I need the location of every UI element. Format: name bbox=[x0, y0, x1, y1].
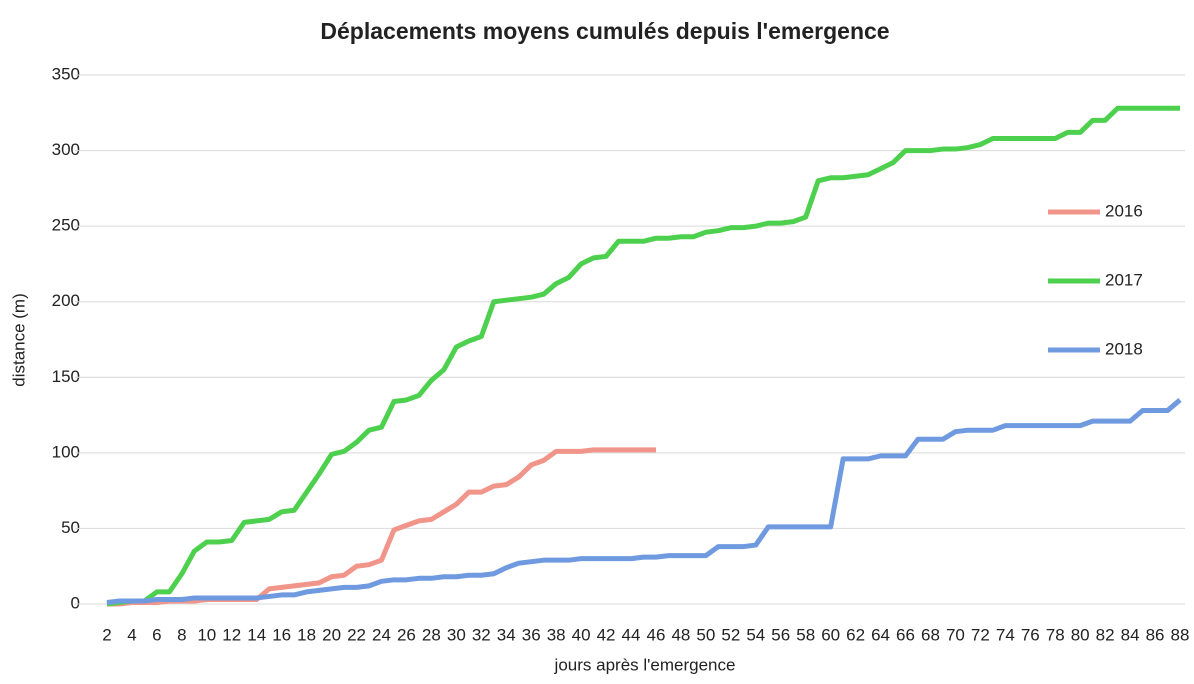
x-tick-label: 4 bbox=[127, 625, 136, 644]
y-tick-label: 300 bbox=[52, 140, 80, 159]
x-tick-label: 84 bbox=[1121, 625, 1140, 644]
y-tick-label: 150 bbox=[52, 367, 80, 386]
x-tick-label: 18 bbox=[297, 625, 316, 644]
x-tick-label: 86 bbox=[1146, 625, 1165, 644]
x-tick-label: 12 bbox=[222, 625, 241, 644]
x-tick-label: 52 bbox=[721, 625, 740, 644]
x-tick-label: 8 bbox=[177, 625, 186, 644]
legend-label: 2018 bbox=[1105, 339, 1143, 358]
x-tick-label: 54 bbox=[746, 625, 765, 644]
x-tick-label: 34 bbox=[497, 625, 516, 644]
x-tick-label: 44 bbox=[622, 625, 641, 644]
x-tick-label: 68 bbox=[921, 625, 940, 644]
x-axis-label: jours après l'emergence bbox=[554, 655, 736, 674]
x-tick-label: 6 bbox=[152, 625, 161, 644]
x-tick-label: 60 bbox=[821, 625, 840, 644]
x-tick-label: 50 bbox=[696, 625, 715, 644]
x-tick-label: 28 bbox=[422, 625, 441, 644]
y-axis-label: distance (m) bbox=[9, 293, 28, 387]
x-tick-label: 56 bbox=[771, 625, 790, 644]
x-tick-label: 76 bbox=[1021, 625, 1040, 644]
x-tick-label: 38 bbox=[547, 625, 566, 644]
x-tick-label: 58 bbox=[796, 625, 815, 644]
x-tick-label: 2 bbox=[102, 625, 111, 644]
x-tick-label: 14 bbox=[247, 625, 266, 644]
legend-label: 2016 bbox=[1105, 201, 1143, 220]
chart-title: Déplacements moyens cumulés depuis l'eme… bbox=[320, 18, 889, 44]
series-line bbox=[106, 105, 1180, 607]
x-tick-label: 36 bbox=[522, 625, 541, 644]
x-tick-label: 82 bbox=[1096, 625, 1115, 644]
x-tick-label: 80 bbox=[1071, 625, 1090, 644]
x-tick-label: 30 bbox=[447, 625, 466, 644]
x-tick-label: 24 bbox=[372, 625, 391, 644]
x-tick-label: 22 bbox=[347, 625, 366, 644]
y-tick-label: 350 bbox=[52, 64, 80, 83]
x-tick-label: 78 bbox=[1046, 625, 1065, 644]
x-tick-label: 42 bbox=[597, 625, 616, 644]
y-tick-label: 250 bbox=[52, 216, 80, 235]
x-tick-label: 10 bbox=[197, 625, 216, 644]
series-line bbox=[107, 447, 656, 607]
x-tick-label: 64 bbox=[871, 625, 890, 644]
x-tick-label: 74 bbox=[996, 625, 1015, 644]
legend-label: 2017 bbox=[1105, 270, 1143, 289]
y-tick-label: 50 bbox=[61, 518, 80, 537]
x-tick-label: 20 bbox=[322, 625, 341, 644]
y-tick-label: 100 bbox=[52, 442, 80, 461]
x-tick-label: 72 bbox=[971, 625, 990, 644]
y-tick-label: 200 bbox=[52, 291, 80, 310]
x-tick-label: 32 bbox=[472, 625, 491, 644]
x-tick-label: 66 bbox=[896, 625, 915, 644]
series-line bbox=[106, 398, 1182, 605]
x-tick-label: 88 bbox=[1171, 625, 1190, 644]
x-tick-label: 46 bbox=[647, 625, 666, 644]
y-tick-label: 0 bbox=[71, 593, 80, 612]
x-tick-label: 62 bbox=[846, 625, 865, 644]
x-tick-label: 48 bbox=[671, 625, 690, 644]
x-tick-label: 70 bbox=[946, 625, 965, 644]
x-tick-label: 40 bbox=[572, 625, 591, 644]
x-tick-label: 26 bbox=[397, 625, 416, 644]
x-tick-label: 16 bbox=[272, 625, 291, 644]
